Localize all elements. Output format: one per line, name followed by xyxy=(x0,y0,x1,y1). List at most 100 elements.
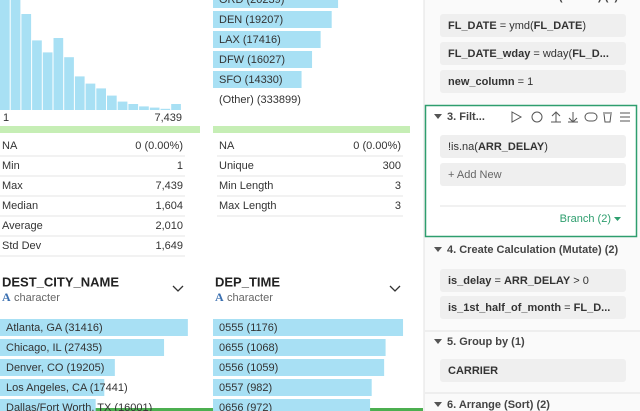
step-item-text: is_1st_half_of_month = FL_D... xyxy=(448,302,610,314)
expr-part: ARR_DELAY xyxy=(478,141,545,153)
expr-part: FL_D... xyxy=(574,302,611,314)
stat-value: 0 (0.00%) xyxy=(135,140,183,152)
valid-bar xyxy=(0,408,423,411)
column-type: character xyxy=(227,292,273,304)
expr-part: FL_D... xyxy=(572,48,609,60)
expr-part: FL_DATE xyxy=(534,20,583,32)
category-label: 0555 (1176) xyxy=(219,322,278,334)
stat-label: Min Length xyxy=(219,180,273,192)
category-bar xyxy=(213,379,372,396)
category-label: Denver, CO (19205) xyxy=(6,362,104,374)
expr-part: ARR_DELAY xyxy=(504,275,571,287)
column-name: DEP_TIME xyxy=(215,274,280,289)
step-item[interactable] xyxy=(440,296,626,319)
menu-icon[interactable] xyxy=(620,112,630,122)
category-label: DEN (19207) xyxy=(219,14,283,26)
stat-label: Max xyxy=(2,180,23,192)
category-label: SFO (14330) xyxy=(219,74,283,86)
step-title[interactable]: 2. Create Calculation (Mutate) (3) xyxy=(447,0,618,3)
category-bar xyxy=(213,339,386,356)
histogram-bar xyxy=(64,57,74,110)
type-icon: A xyxy=(215,290,224,304)
stat-label: Std Dev xyxy=(2,240,42,252)
step-item[interactable] xyxy=(440,359,626,382)
valid-bar xyxy=(0,126,200,133)
download-icon[interactable] xyxy=(568,112,578,123)
upload-icon[interactable] xyxy=(551,111,561,123)
histogram-bar xyxy=(85,83,96,110)
range-min: 1 xyxy=(3,112,9,124)
category-bar xyxy=(213,71,302,88)
category-label: Dallas/Fort Worth, TX (16001) xyxy=(6,402,152,411)
step-item[interactable] xyxy=(440,14,626,37)
step-item-text: new_column = 1 xyxy=(448,76,533,88)
histogram-bar xyxy=(160,108,171,110)
category-label: Atlanta, GA (31416) xyxy=(6,322,103,334)
step-item-text: !is.na(ARR_DELAY) xyxy=(448,141,548,153)
step-item-text: FL_DATE_wday = wday(FL_D... xyxy=(448,48,609,60)
expr-part: = ymd( xyxy=(497,20,534,32)
stat-label: Max Length xyxy=(219,200,276,212)
category-bar xyxy=(213,399,371,411)
stat-label: Average xyxy=(2,220,43,232)
histogram-bar xyxy=(117,101,128,110)
valid-bar xyxy=(213,126,410,133)
histogram-bar xyxy=(74,76,85,110)
column-name: DEST_CITY_NAME xyxy=(2,274,119,289)
histogram-bar xyxy=(128,104,139,110)
expr-part: !is.na( xyxy=(448,141,478,153)
collapse-icon[interactable] xyxy=(434,339,442,344)
histogram-bar xyxy=(10,0,21,110)
collapse-icon[interactable] xyxy=(434,114,442,119)
expr-part: FL_DATE_wday xyxy=(448,48,531,60)
expr-part: = wday( xyxy=(530,48,572,60)
step-item[interactable] xyxy=(440,135,626,158)
step-title[interactable]: 5. Group by (1) xyxy=(447,336,525,348)
type-icon: A xyxy=(2,290,11,304)
stat-value: 2,010 xyxy=(155,220,183,232)
step-title[interactable]: 6. Arrange (Sort) (2) xyxy=(447,399,550,411)
stat-value: 300 xyxy=(383,160,401,172)
category-bar xyxy=(0,319,188,336)
branch-label[interactable]: Branch (2) xyxy=(560,213,611,225)
other-label: (Other) (333899) xyxy=(219,94,301,106)
delete-icon[interactable] xyxy=(603,112,612,123)
comment-icon[interactable] xyxy=(531,111,543,123)
collapse-icon[interactable] xyxy=(434,247,442,252)
step-title[interactable]: 4. Create Calculation (Mutate) (2) xyxy=(447,244,618,256)
expr-part: ) xyxy=(582,20,586,32)
step-item-text: is_delay = ARR_DELAY > 0 xyxy=(448,275,589,287)
column-menu[interactable] xyxy=(389,285,401,292)
stat-value: 1,604 xyxy=(155,200,183,212)
step-item[interactable] xyxy=(440,269,626,292)
stat-value: 1 xyxy=(177,160,183,172)
category-bar xyxy=(0,339,165,356)
expr-part: new_column xyxy=(448,76,515,88)
category-label: ORD (20239) xyxy=(219,0,284,6)
category-label: 0557 (982) xyxy=(219,382,272,394)
branch-caret xyxy=(614,217,621,221)
histogram-bar xyxy=(32,40,42,110)
histogram-bar xyxy=(107,95,117,110)
step-item[interactable] xyxy=(440,70,626,93)
category-label: Los Angeles, CA (17441) xyxy=(6,382,128,394)
stat-label: NA xyxy=(2,140,18,152)
collapse-icon[interactable] xyxy=(434,402,442,407)
histogram-bar xyxy=(171,104,181,110)
stat-value: 1,649 xyxy=(155,240,183,252)
category-label: 0655 (1068) xyxy=(219,342,278,354)
histogram-bar xyxy=(53,38,64,110)
step-toolbar xyxy=(511,111,630,123)
category-bar xyxy=(213,51,313,68)
category-bar xyxy=(0,379,105,396)
step-title[interactable]: 3. Filt... xyxy=(447,111,485,123)
expr-part: = xyxy=(491,275,504,287)
stat-value: 3 xyxy=(395,180,401,192)
run-icon[interactable] xyxy=(511,111,523,123)
step-item[interactable] xyxy=(440,42,626,65)
add-new-label[interactable]: + Add New xyxy=(448,169,502,181)
column-menu[interactable] xyxy=(172,285,184,292)
toggle-icon[interactable] xyxy=(584,112,598,122)
category-label: LAX (17416) xyxy=(219,34,281,46)
add-new[interactable] xyxy=(440,163,626,186)
